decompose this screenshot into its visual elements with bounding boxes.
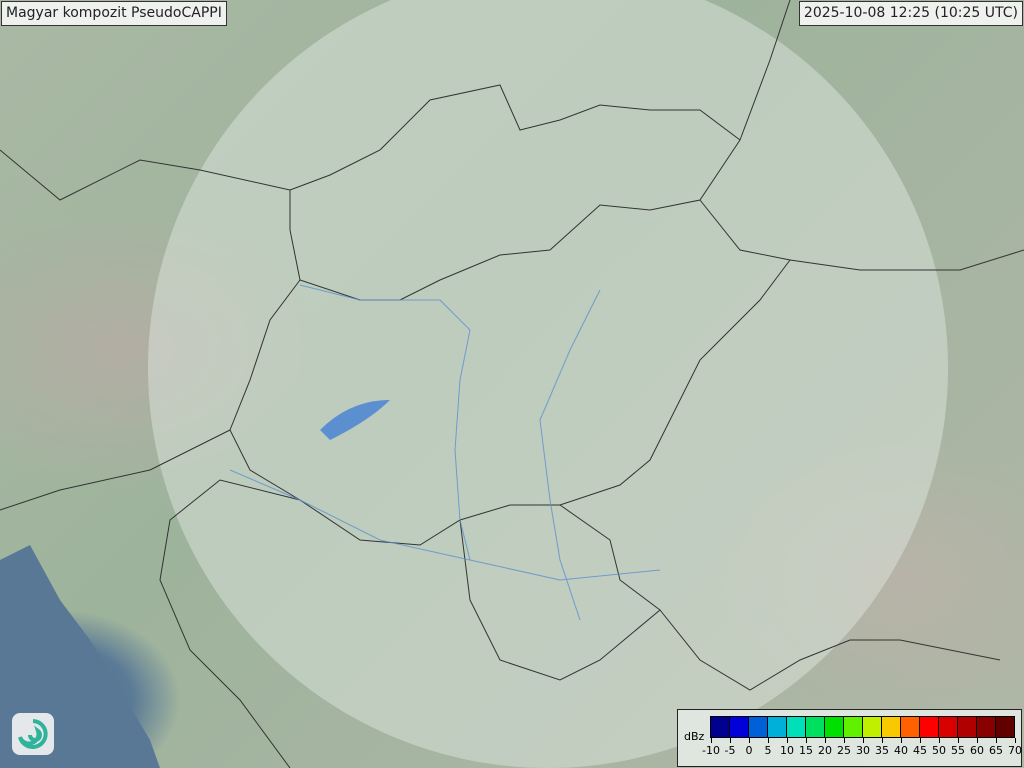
legend-tick-label: 30 [856, 744, 870, 757]
legend-tick-label: 60 [970, 744, 984, 757]
legend-color-bar [710, 716, 1015, 738]
legend-bin [825, 717, 844, 737]
legend-tick-label: 5 [764, 744, 772, 757]
radar-coverage-circle [148, 0, 948, 768]
legend-tick-label: 0 [745, 744, 753, 757]
legend-tick-mark [768, 738, 769, 743]
legend-tick-label: 20 [818, 744, 832, 757]
legend-tick-label: 10 [780, 744, 794, 757]
legend-tick-mark [711, 738, 712, 743]
legend-tick-label: 50 [932, 744, 946, 757]
dbz-color-legend: dBz -10 -5 0 5 10 15 20 25 30 35 40 45 50 55 60 65 70 [677, 709, 1022, 767]
legend-bin [730, 717, 749, 737]
legend-tick-mark [749, 738, 750, 743]
legend-tick-mark [958, 738, 959, 743]
legend-tick-mark [844, 738, 845, 743]
legend-tick-mark [901, 738, 902, 743]
legend-bin [806, 717, 825, 737]
legend-bin [996, 717, 1014, 737]
lake-balaton [320, 400, 390, 440]
adriatic-sea [0, 545, 160, 768]
legend-tick-label: 55 [951, 744, 965, 757]
legend-bin [920, 717, 939, 737]
swirl-logo-icon [12, 713, 54, 755]
legend-bin [787, 717, 806, 737]
legend-tick-mark [787, 738, 788, 743]
legend-tick-label: -10 [702, 744, 720, 757]
legend-tick-label: 65 [989, 744, 1003, 757]
legend-bin [901, 717, 920, 737]
legend-tick-mark [1015, 738, 1016, 743]
legend-bin [977, 717, 996, 737]
legend-tick-mark [977, 738, 978, 743]
legend-bin [882, 717, 901, 737]
legend-unit: dBz [684, 730, 705, 743]
legend-tick-label: 70 [1008, 744, 1022, 757]
timestamp: 2025-10-08 12:25 (10:25 UTC) [798, 1, 1023, 26]
legend-tick-mark [920, 738, 921, 743]
legend-tick-label: 45 [913, 744, 927, 757]
legend-bin [939, 717, 958, 737]
legend-tick-label: 25 [837, 744, 851, 757]
legend-tick-mark [863, 738, 864, 743]
legend-tick-label: -5 [724, 744, 736, 757]
legend-tick-mark [806, 738, 807, 743]
legend-bin [844, 717, 863, 737]
legend-tick-mark [825, 738, 826, 743]
product-title: Magyar kompozit PseudoCAPPI [1, 1, 227, 26]
rivers [229, 284, 661, 621]
legend-bin [863, 717, 882, 737]
legend-tick-mark [882, 738, 883, 743]
legend-tick-label: 35 [875, 744, 889, 757]
legend-tick-mark [730, 738, 731, 743]
legend-bin [768, 717, 787, 737]
legend-tick-label: 40 [894, 744, 908, 757]
legend-bin [958, 717, 977, 737]
legend-bin [711, 717, 730, 737]
legend-tick-mark [996, 738, 997, 743]
legend-bin [749, 717, 768, 737]
legend-tick-label: 15 [799, 744, 813, 757]
legend-tick-mark [939, 738, 940, 743]
